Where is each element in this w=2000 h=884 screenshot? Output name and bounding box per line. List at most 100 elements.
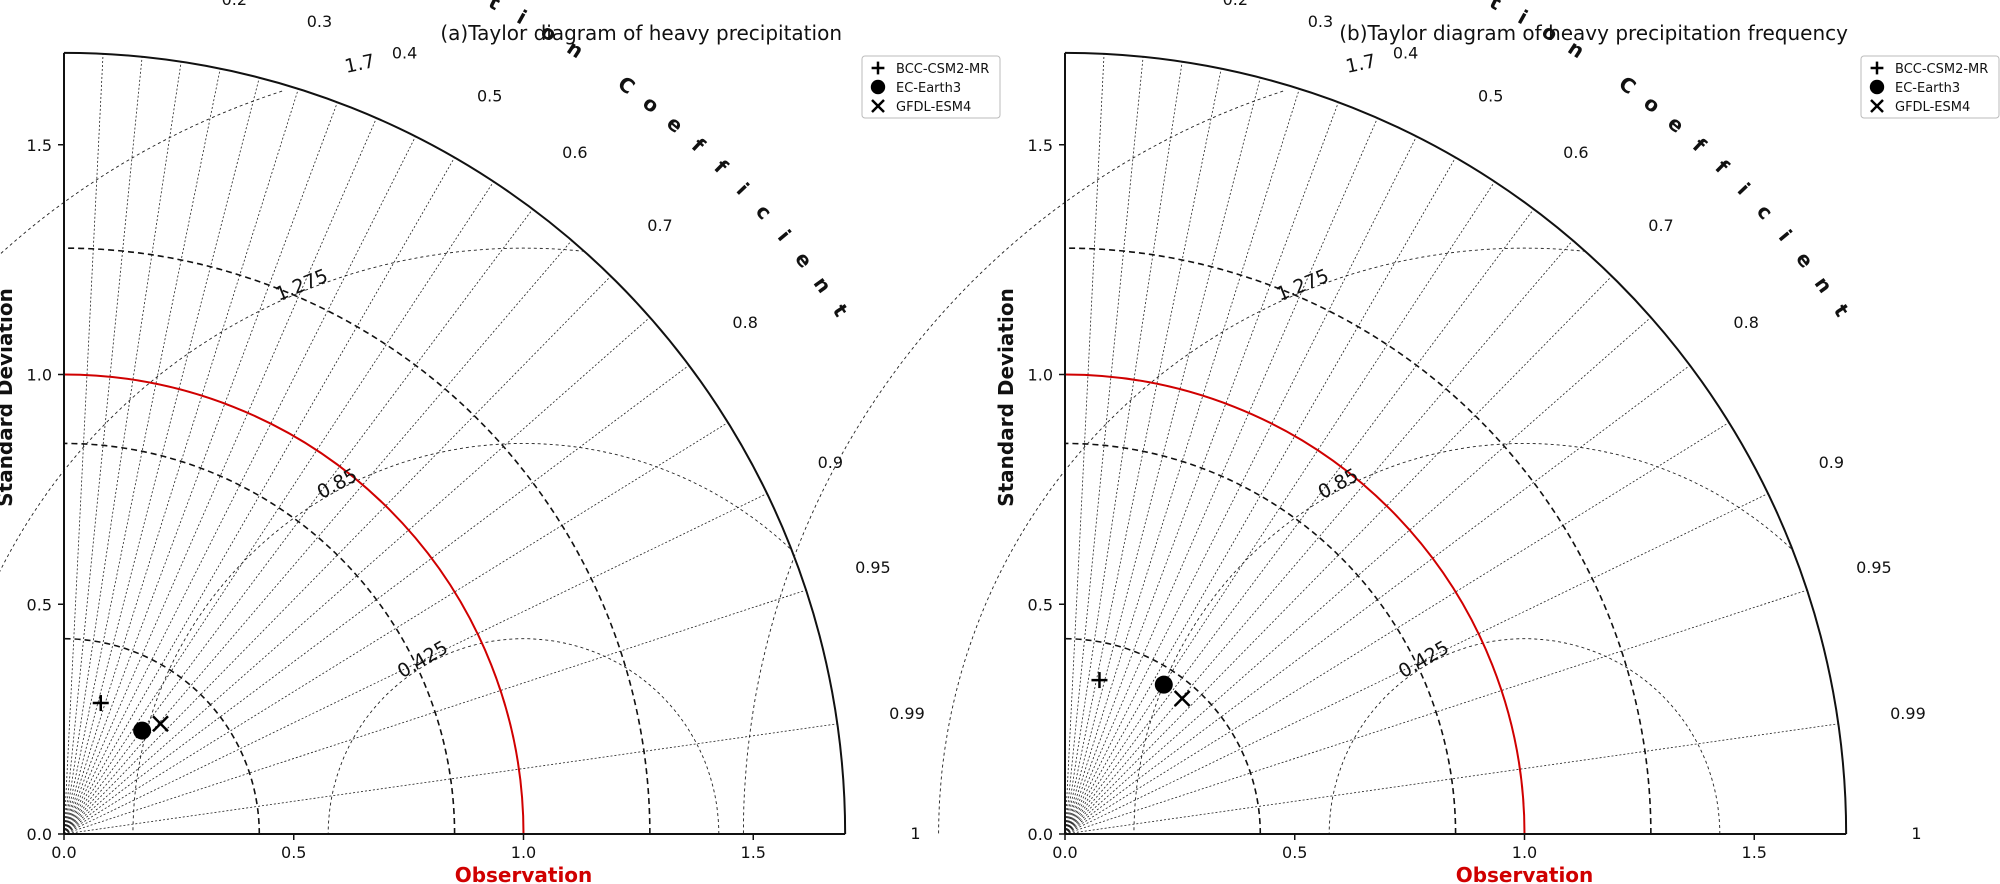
rms-contour	[132, 442, 791, 835]
y-tick-label: 1.5	[27, 136, 52, 155]
legend: BCC-CSM2-MR EC-Earth3 GFDL-ESM4	[861, 55, 1001, 119]
corr-axis-title-letter: i	[732, 178, 754, 200]
legend-entry-label: EC-Earth3	[896, 81, 961, 96]
corr-tick-label: 0.8	[732, 313, 757, 332]
data-point-plus	[1091, 672, 1108, 689]
corr-tick-label: 0.95	[1856, 558, 1892, 577]
corr-axis-title-letter: C	[613, 71, 639, 99]
rms-contour-label: 1.7	[343, 50, 377, 78]
rms-contour-label: 0.85	[313, 464, 361, 503]
legend-marker-x	[1870, 99, 1884, 113]
corr-axis-title-letter: e	[662, 111, 688, 138]
corr-axis-title-letter: f	[1688, 133, 1711, 157]
legend: BCC-CSM2-MR EC-Earth3 GFDL-ESM4	[1860, 55, 2000, 119]
corr-tick-label: 0.95	[855, 558, 891, 577]
legend-marker-plus	[871, 61, 885, 75]
corr-tick-label: 0.5	[477, 87, 502, 106]
corr-axis-title-letter: n	[809, 272, 837, 298]
std-contour-dashed	[63, 637, 261, 835]
x-tick-label: 0.0	[1052, 843, 1077, 862]
corr-tick-label: 0.9	[818, 453, 843, 472]
data-point-x	[1173, 690, 1191, 707]
legend-marker-circle	[870, 79, 886, 95]
std-contour-dashed	[63, 247, 651, 835]
corr-tick-label: 0.9	[1819, 453, 1844, 472]
x-tick-label: 1.5	[741, 843, 766, 862]
rms-contour-label: 0.85	[1314, 464, 1362, 503]
corr-axis-title-letter: t	[485, 0, 505, 15]
corr-tick-label: 0.4	[392, 44, 417, 63]
corr-tick-label: 0.2	[1223, 0, 1248, 9]
x-axis-label-observation: Observation	[455, 863, 593, 884]
y-tick-label: 0.5	[1028, 595, 1053, 614]
corr-axis-title-letter: i	[773, 225, 796, 246]
corr-axis-title-letter: t	[1829, 300, 1854, 322]
chart-title: (a)Taylor diagram of heavy precipitation	[440, 21, 842, 45]
corr-axis-title-letter: f	[687, 133, 710, 157]
corr-tick-label: 0.7	[647, 216, 672, 235]
corr-axis-title-letter: C	[1614, 71, 1640, 99]
legend-marker-plus	[1870, 61, 1884, 75]
rms-contour	[938, 247, 1586, 835]
corr-axis-title-letter: o	[1639, 91, 1665, 118]
std-contour-dashed	[1064, 637, 1262, 835]
corr-axis-title-letter: o	[638, 91, 664, 118]
corr-axis-title-letter: c	[751, 199, 777, 224]
corr-axis-title-letter: f	[1710, 155, 1733, 178]
chart-title: (b)Taylor diagram of heavy precipitation…	[1339, 21, 1848, 45]
corr-axis-title-letter: e	[790, 247, 817, 272]
rms-contour-label: 1.275	[272, 265, 331, 306]
corr-tick-label: 0.5	[1478, 87, 1503, 106]
corr-axis-title-letter: i	[1774, 225, 1797, 246]
legend-entry-label: BCC-CSM2-MR	[896, 62, 989, 77]
legend-entry-label: BCC-CSM2-MR	[1895, 62, 1988, 77]
taylor-panel-a: 0.00.00.50.51.01.01.51.500.10.20.30.40.5…	[0, 0, 1001, 884]
rms-contour-label: 0.425	[1395, 637, 1453, 683]
outer-boundary	[1064, 51, 1848, 835]
y-tick-label: 1.5	[1028, 136, 1053, 155]
corr-gridline	[1064, 422, 1730, 835]
legend-marker-x-b	[871, 99, 885, 113]
corr-tick-label: 0.99	[1890, 704, 1926, 723]
data-point-circle	[133, 721, 152, 740]
observation-reference-arc	[63, 373, 525, 835]
corr-axis-title-letter: t	[1486, 0, 1506, 15]
corr-axis-title-letter: i	[1733, 178, 1755, 200]
y-tick-label: 1.0	[27, 366, 52, 385]
y-axis-label: Standard Deviation	[994, 288, 1018, 507]
legend-entry-label: GFDL-ESM4	[1895, 100, 1970, 115]
y-tick-label: 0.5	[27, 595, 52, 614]
corr-axis-title-letter: e	[1663, 111, 1689, 138]
corr-tick-label: 0.4	[1393, 44, 1418, 63]
y-tick-label: 0.0	[1028, 825, 1053, 844]
legend-box	[861, 55, 1001, 119]
legend-box	[1860, 55, 2000, 119]
observation-reference-arc	[1064, 373, 1526, 835]
x-tick-label: 1.5	[1742, 843, 1767, 862]
y-tick-label: 1.0	[1028, 366, 1053, 385]
corr-tick-label: 0.99	[889, 704, 925, 723]
corr-tick-label: 0.6	[1563, 143, 1588, 162]
rms-contour	[742, 90, 1284, 835]
rms-contour-label: 0.425	[394, 637, 452, 683]
y-tick-label: 0.0	[27, 825, 52, 844]
corr-axis-title-letter: n	[1810, 272, 1838, 298]
corr-tick-label: 0.3	[307, 12, 332, 31]
rms-contour-label: 1.7	[1344, 50, 1378, 78]
x-tick-label: 0.5	[281, 843, 306, 862]
x-tick-label: 0.5	[1282, 843, 1307, 862]
corr-tick-label: 1	[1911, 824, 1921, 843]
data-point-x-b	[152, 715, 169, 733]
rms-contour	[0, 247, 585, 573]
corr-tick-label: 0.3	[1308, 12, 1333, 31]
corr-tick-label: 0.6	[562, 143, 587, 162]
x-tick-label: 1.0	[1512, 843, 1537, 862]
corr-axis-title-letter: e	[1791, 247, 1818, 272]
rms-contour	[1133, 442, 1792, 835]
legend-marker-circle	[1869, 79, 1885, 95]
legend-marker-x-b	[1870, 99, 1884, 113]
legend-entry-label: EC-Earth3	[1895, 81, 1960, 96]
rms-contour	[327, 638, 720, 834]
